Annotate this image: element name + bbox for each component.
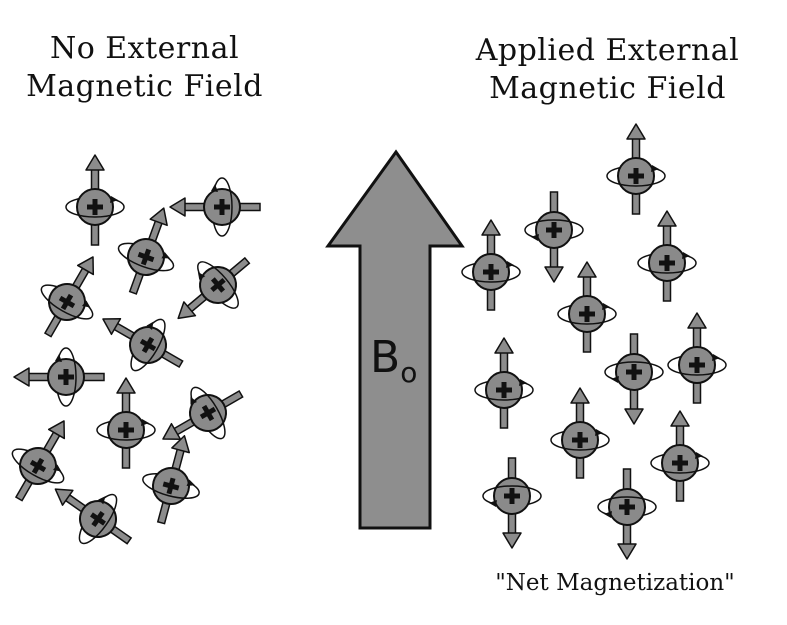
net-magnetization-caption: "Net Magnetization" <box>495 570 735 596</box>
spin-up <box>550 387 610 479</box>
spins-random <box>0 154 267 566</box>
left-title-line-2: Magnetic Field <box>26 69 263 104</box>
spin <box>21 241 120 351</box>
right-title-line-1: Applied External <box>475 33 740 68</box>
spin-up <box>461 219 521 311</box>
spin <box>169 177 261 237</box>
spin <box>96 377 156 469</box>
field-arrow: Bo <box>325 149 465 530</box>
spin-up <box>474 337 534 429</box>
spin <box>65 154 125 246</box>
spin-down <box>524 191 584 283</box>
left-title-line-1: No External <box>49 31 240 66</box>
spin <box>104 197 193 304</box>
spin-up <box>650 410 710 502</box>
spin-up <box>557 261 617 353</box>
spin <box>37 464 147 566</box>
spin <box>158 237 267 342</box>
spin <box>0 405 91 515</box>
spin <box>13 347 105 407</box>
right-title-line-2: Magnetic Field <box>489 71 726 106</box>
spin-down <box>597 468 657 560</box>
spin-up <box>606 123 666 215</box>
spin-down <box>604 333 664 425</box>
field-label: Bo <box>370 332 417 389</box>
spin-down <box>482 457 542 549</box>
left-panel-title: No External Magnetic Field <box>12 30 277 106</box>
right-panel-title: Applied External Magnetic Field <box>455 32 760 108</box>
spin <box>147 367 257 466</box>
spins-aligned <box>461 123 727 560</box>
spin <box>132 427 214 532</box>
spin-up <box>667 312 727 404</box>
spin-up <box>637 210 697 302</box>
